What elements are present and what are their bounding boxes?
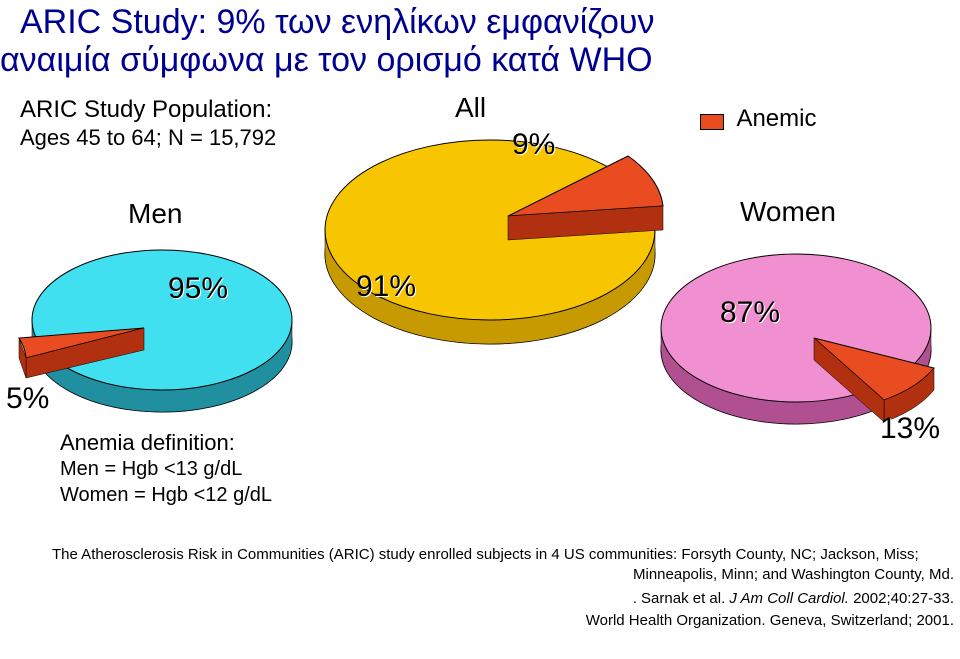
footnote-1: The Atherosclerosis Risk in Communities … — [52, 546, 952, 563]
footnote-4: World Health Organization. Geneva, Switz… — [586, 612, 954, 629]
legend-swatch — [700, 114, 724, 130]
title-line1: ARIC Study: 9% των ενηλίκων εμφανίζουν — [20, 4, 654, 41]
anemia-def-heading: Anemia definition: — [60, 430, 235, 456]
pie-men-nonanemic-pct: 95% — [168, 272, 228, 306]
pie-men-anemic-pct: 5% — [6, 382, 49, 416]
population-detail: Ages 45 to 64; N = 15,792 — [20, 125, 276, 151]
footnote-3a: . Sarnak et al. — [633, 590, 730, 607]
pie-all-nonanemic-pct: 91% — [356, 270, 416, 304]
pie-all-anemic-pct: 9% — [512, 128, 555, 162]
pie-all — [300, 90, 680, 400]
anemia-def-line1: Men = Hgb <13 g/dL — [60, 458, 242, 481]
population-label: ARIC Study Population: — [20, 96, 272, 124]
pie-men — [12, 210, 312, 450]
title-line2: αναιμία σύμφωνα με τον ορισμό κατά WHO — [0, 42, 653, 79]
legend-text: Anemic — [736, 105, 816, 132]
footnote-3: . Sarnak et al. J Am Coll Cardiol. 2002;… — [633, 590, 954, 608]
pie-women-nonanemic-pct: 87% — [720, 296, 780, 330]
legend-anemic: Anemic — [700, 105, 816, 133]
footnote-3c: 2002;40:27-33. — [849, 590, 954, 607]
anemia-def-line2: Women = Hgb <12 g/dL — [60, 484, 272, 507]
pie-women-title: Women — [740, 196, 836, 228]
pie-women-anemic-pct: 13% — [880, 412, 940, 446]
pie-men-title: Men — [128, 198, 182, 230]
footnote-2: Minneapolis, Minn; and Washington County… — [633, 566, 954, 583]
footnote-3b: J Am Coll Cardiol. — [729, 590, 848, 607]
pie-all-title: All — [455, 92, 486, 124]
